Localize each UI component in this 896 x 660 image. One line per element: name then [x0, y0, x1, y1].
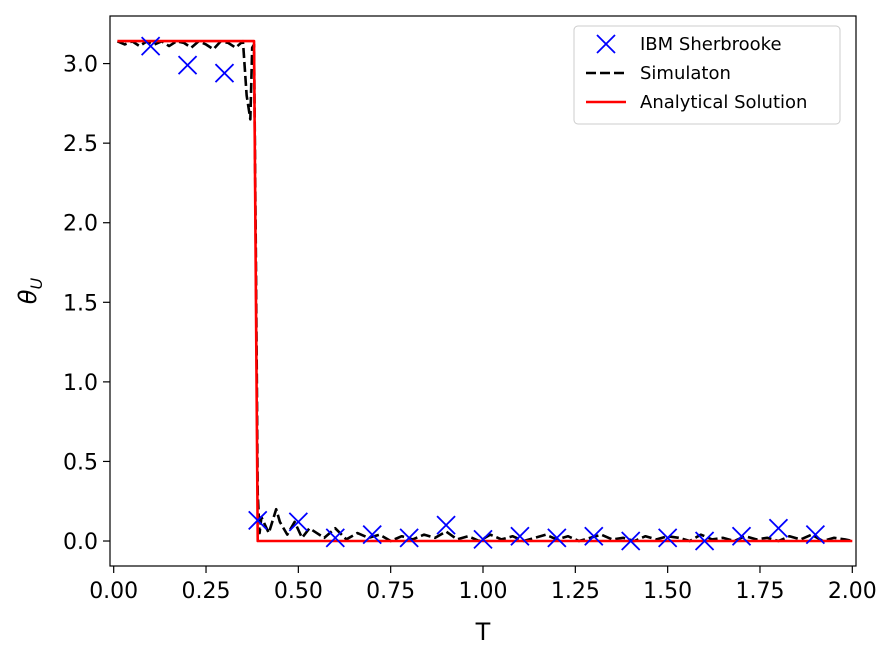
- y-tick-label: 1.5: [63, 291, 98, 316]
- legend-box: [573, 25, 841, 125]
- data-point-marker: [658, 528, 678, 548]
- y-tick-label: 2.5: [63, 132, 98, 157]
- y-tick-label: 1.0: [63, 371, 98, 396]
- data-point-marker: [768, 518, 789, 538]
- y-tick-label: 2.0: [63, 212, 98, 237]
- y-tick-label: 3.0: [63, 53, 98, 78]
- data-point-marker: [805, 525, 826, 545]
- legend-label: IBM Sherbrooke: [640, 34, 782, 55]
- y-axis-label-subscript: U: [27, 278, 46, 290]
- data-point-marker: [362, 525, 382, 545]
- data-point-marker: [473, 529, 493, 550]
- x-tick-label: 0.75: [366, 579, 415, 604]
- data-point-marker: [584, 526, 604, 546]
- data-point-marker: [399, 528, 419, 548]
- x-tick-label: 1.50: [643, 579, 692, 604]
- legend-label: Analytical Solution: [640, 92, 807, 113]
- legend-item: IBM Sherbrooke: [596, 34, 782, 55]
- data-point-marker: [248, 510, 268, 530]
- data-point-marker: [177, 55, 198, 75]
- data-point-marker: [214, 63, 235, 83]
- x-tick-label: 0.25: [182, 579, 231, 604]
- x-tick-label: 1.25: [551, 579, 600, 604]
- legend: IBM Sherbrooke Simulaton Analytical Soluti…: [573, 25, 841, 125]
- data-point-marker: [140, 36, 161, 56]
- data-point-marker: [694, 531, 715, 551]
- y-axis: 0.0 0.5 1.0 1.5 2.0 2.5 3.0: [63, 53, 110, 555]
- y-axis-label: θU: [14, 278, 46, 305]
- x-axis-label: T: [475, 618, 491, 646]
- y-tick-label: 0.0: [63, 530, 98, 555]
- x-tick-label: 2.00: [828, 579, 877, 604]
- x-tick-label: 0.50: [274, 579, 323, 604]
- legend-item: Simulaton: [586, 63, 731, 84]
- data-point-marker: [288, 512, 308, 532]
- series-layer: [116, 36, 853, 551]
- data-point-marker: [436, 515, 456, 535]
- data-point-marker: [325, 528, 345, 548]
- x-tick-label: 1.00: [459, 579, 508, 604]
- x-tick-label: 1.75: [735, 579, 784, 604]
- x-axis: 0.00 0.25 0.50 0.75 1.00 1.25 1.50 1.75 2.00: [89, 566, 877, 604]
- series-line-2: [117, 39, 853, 543]
- data-point-marker: [731, 526, 752, 546]
- data-point-marker: [621, 531, 641, 551]
- y-tick-label: 0.5: [63, 450, 98, 475]
- legend-item: Analytical Solution: [586, 92, 807, 113]
- series-line-1: [116, 39, 853, 543]
- data-point-marker: [547, 528, 567, 548]
- y-axis-label-base: θ: [14, 289, 42, 304]
- data-point-marker: [510, 526, 530, 546]
- x-tick-label: 0.00: [89, 579, 138, 604]
- legend-label: Simulaton: [640, 63, 731, 84]
